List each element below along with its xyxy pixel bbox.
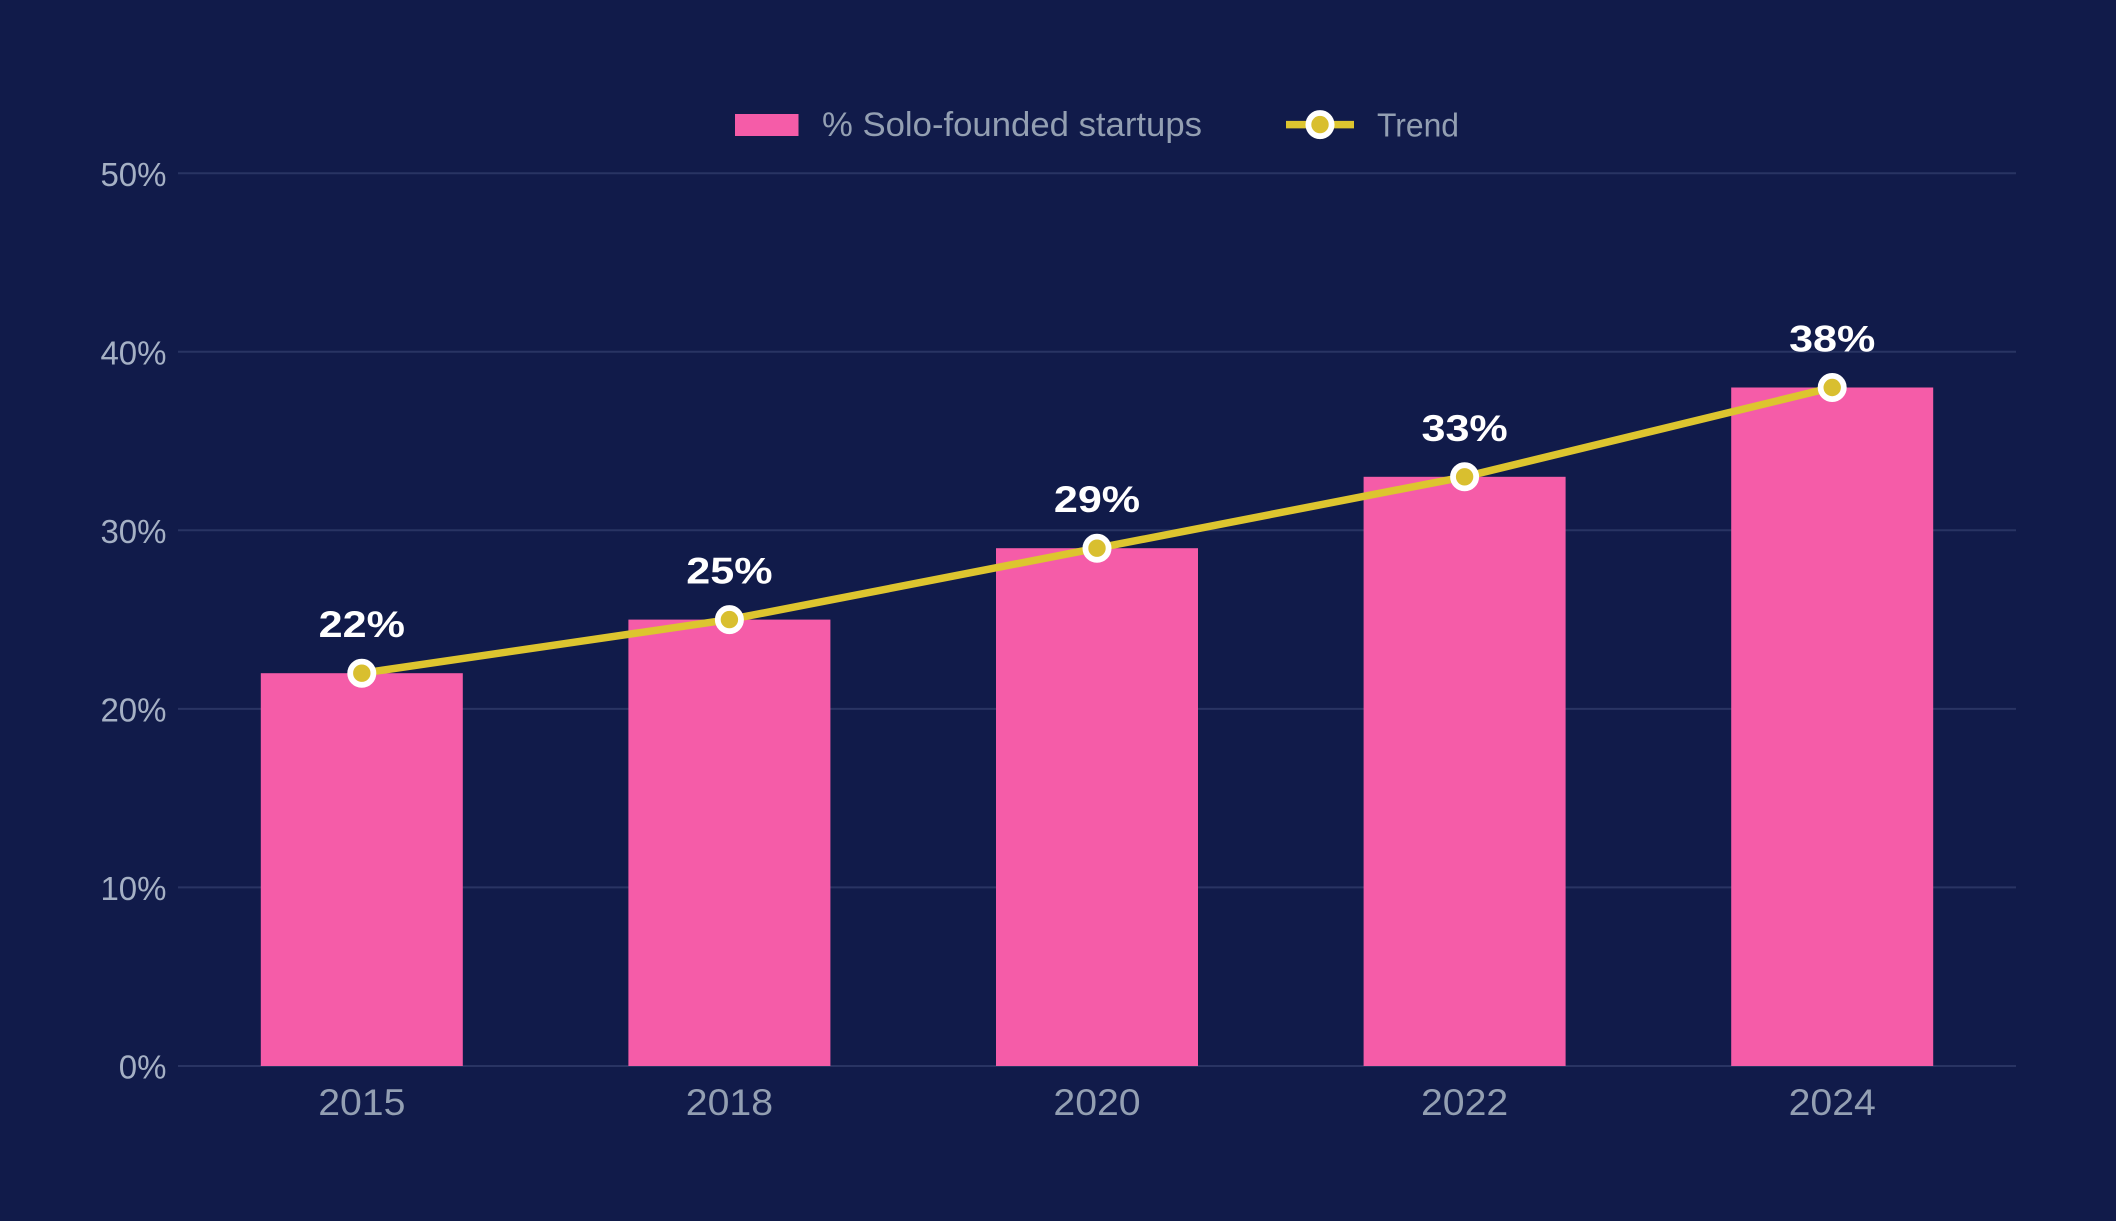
svg-text:50%: 50% xyxy=(100,156,166,193)
svg-text:29%: 29% xyxy=(1054,479,1140,520)
svg-text:20%: 20% xyxy=(100,692,166,729)
svg-text:2024: 2024 xyxy=(1789,1082,1876,1124)
svg-text:0%: 0% xyxy=(119,1049,167,1086)
svg-text:25%: 25% xyxy=(686,550,772,591)
svg-text:2022: 2022 xyxy=(1421,1082,1508,1124)
svg-text:2015: 2015 xyxy=(318,1082,405,1124)
svg-text:30%: 30% xyxy=(100,513,166,550)
svg-text:2018: 2018 xyxy=(686,1082,773,1124)
svg-text:40%: 40% xyxy=(100,334,166,371)
svg-text:2020: 2020 xyxy=(1053,1082,1140,1124)
svg-text:38%: 38% xyxy=(1789,318,1875,359)
svg-text:Trend: Trend xyxy=(1377,107,1459,144)
svg-text:10%: 10% xyxy=(100,870,166,907)
svg-text:% Solo-founded startups: % Solo-founded startups xyxy=(822,106,1202,144)
svg-text:33%: 33% xyxy=(1421,408,1507,449)
svg-text:22%: 22% xyxy=(319,604,405,645)
